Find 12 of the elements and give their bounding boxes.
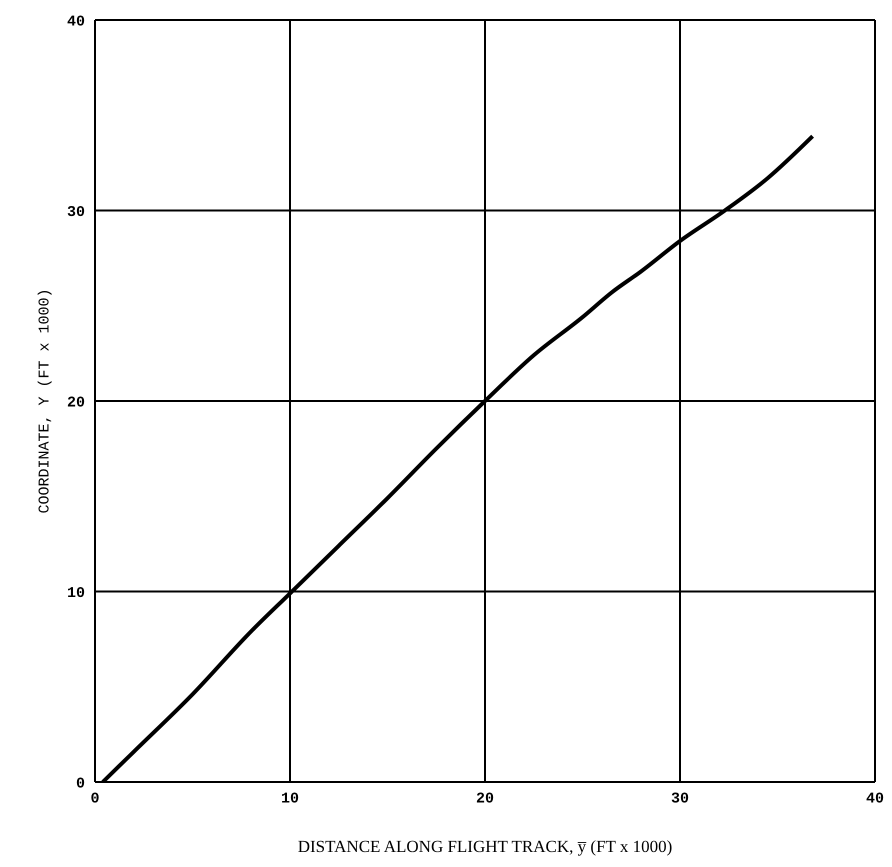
- x-axis-title: DISTANCE ALONG FLIGHT TRACK, y̅ (FT x 1000): [298, 837, 672, 856]
- x-tick-label: 0: [90, 790, 100, 808]
- y-tick-label: 0: [76, 775, 85, 792]
- y-tick-label: 40: [66, 13, 85, 30]
- x-tick-label: 40: [866, 790, 884, 808]
- x-tick-label: 20: [476, 790, 494, 808]
- y-tick-label: 10: [66, 584, 85, 602]
- x-tick-label: 30: [670, 790, 690, 808]
- y-tick-label: 20: [66, 394, 85, 412]
- y-axis-title: COORDINATE, Y (FT x 1000): [36, 288, 54, 514]
- x-tick-label: 10: [280, 790, 300, 808]
- y-tick-label: 30: [66, 204, 85, 221]
